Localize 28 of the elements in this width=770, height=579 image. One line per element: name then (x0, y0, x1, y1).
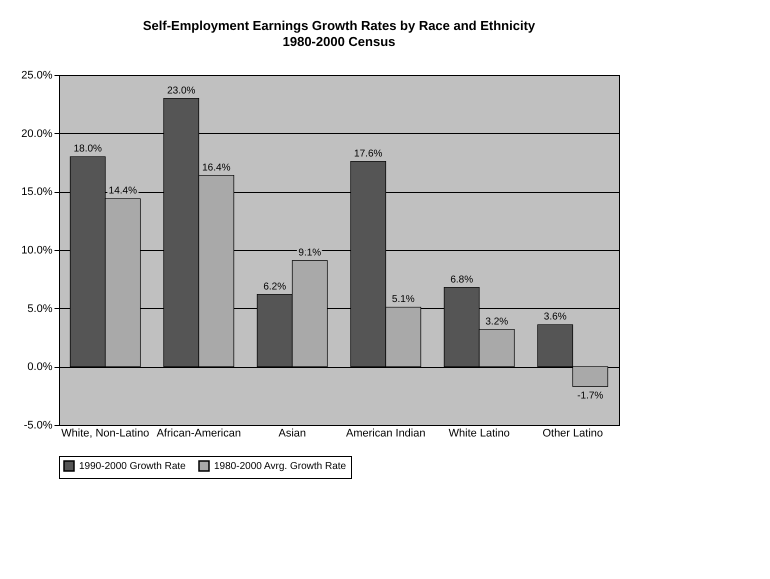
chart-subtitle: 1980-2000 Census (282, 34, 396, 49)
y-tick-label: 10.0% (21, 244, 53, 256)
text: 3.2% (485, 316, 508, 328)
y-tick-label: 20.0% (21, 128, 53, 140)
y-tick-label: 0.0% (27, 361, 53, 374)
y-tick-label: -5.0% (24, 420, 53, 432)
text: 3.6% (544, 312, 567, 323)
text: 9.1% (298, 248, 322, 258)
x-tick-label: White Latino (448, 428, 510, 440)
x-tick-label: African-American (156, 428, 241, 440)
x-tick-label: American Indian (346, 428, 426, 440)
text: 5.1% (392, 294, 415, 306)
text: 6.2% (263, 281, 286, 292)
x-tick-label: White, Non-Latino (61, 428, 150, 440)
y-tick-label: 5.0% (27, 302, 53, 315)
y-tick-label: 25.0% (21, 70, 53, 82)
text: 17.6% (354, 148, 382, 160)
legend-label: 1980-2000 Avrg. Growth Rate (214, 461, 347, 472)
text: 16.4% (202, 162, 230, 174)
text: -1.7% (577, 390, 604, 402)
y-tick-label: 15.0% (21, 186, 53, 198)
text: 18.0% (74, 144, 102, 155)
text: 6.8% (450, 274, 474, 286)
legend-label: 1990-2000 Growth Rate (79, 461, 186, 472)
x-tick-label: Other Latino (542, 428, 603, 440)
text: 23.0% (167, 85, 196, 96)
x-tick-label: Asian (278, 428, 306, 440)
chart-title: Self-Employment Earnings Growth Rates by Race and Ethnicity (142, 18, 536, 33)
